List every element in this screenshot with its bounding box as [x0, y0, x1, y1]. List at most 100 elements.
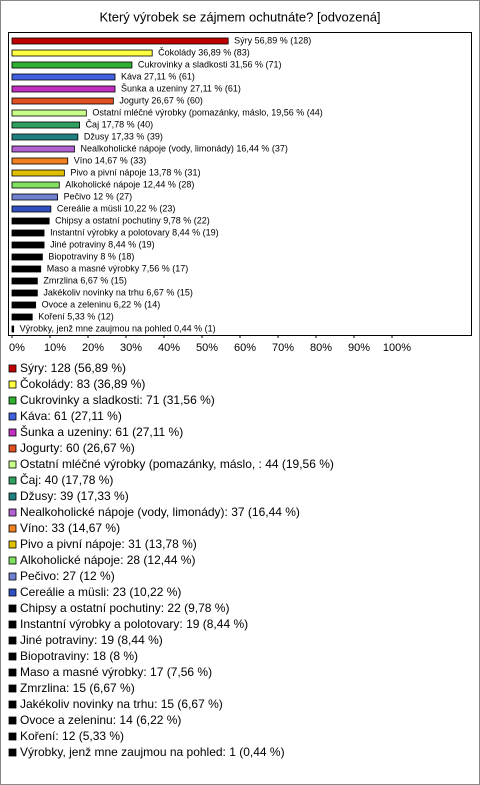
legend-swatch	[8, 732, 17, 741]
legend-swatch	[8, 412, 17, 421]
legend-label: Cukrovinky a sladkosti: 71 (31,56 %)	[20, 393, 215, 407]
legend-label: Káva: 61 (27,11 %)	[20, 409, 122, 423]
bar-label: Ostatní mléčné výrobky (pomazánky, máslo…	[92, 107, 322, 117]
bar	[11, 73, 116, 81]
bar	[11, 169, 65, 177]
x-tick-label: 20%	[82, 342, 104, 354]
legend-swatch	[8, 444, 17, 453]
bar	[11, 289, 38, 297]
bar-label: Jogurty 26,67 % (60)	[119, 95, 203, 105]
bar	[11, 145, 75, 153]
legend-swatch	[8, 684, 17, 693]
legend-swatch	[8, 620, 17, 629]
bar	[11, 49, 153, 57]
bar	[11, 157, 69, 165]
legend-swatch	[8, 492, 17, 501]
legend-swatch	[8, 524, 17, 533]
legend-label: Ovoce a zeleninu: 14 (6,22 %)	[20, 713, 181, 727]
legend-swatch	[8, 428, 17, 437]
legend-label: Džusy: 39 (17,33 %)	[20, 489, 129, 503]
legend-swatch	[8, 556, 17, 565]
legend-label: Čaj: 40 (17,78 %)	[20, 472, 113, 487]
bar-label: Cereálie a müsli 10,22 % (23)	[57, 203, 176, 213]
legend-label: Cereálie a müsli: 23 (10,22 %)	[20, 585, 181, 599]
bar-label: Džusy 17,33 % (39)	[84, 131, 163, 141]
bar-label: Koření 5,33 % (12)	[38, 311, 114, 321]
bar	[11, 325, 15, 333]
legend-label: Čokolády: 83 (36,89 %)	[20, 376, 145, 391]
bar	[11, 85, 116, 93]
legend-label: Biopotraviny: 18 (8 %)	[20, 649, 138, 663]
bar-label: Jiné potraviny 8,44 % (19)	[50, 239, 155, 249]
bar	[11, 37, 229, 45]
bar-label: Jakékoliv novinky na trhu 6,67 % (15)	[43, 287, 193, 297]
legend-label: Výrobky, jenž mne zaujmou na pohled: 1 (…	[20, 745, 285, 759]
legend-swatch	[8, 748, 17, 757]
bar-label: Víno 14,67 % (33)	[74, 155, 147, 165]
bar-label: Čokolády 36,89 % (83)	[158, 47, 250, 57]
bar-label: Instantní výrobky a polotovary 8,44 % (1…	[50, 227, 219, 237]
legend-label: Maso a masné výrobky: 17 (7,56 %)	[20, 665, 212, 679]
legend-swatch	[8, 588, 17, 597]
legend-label: Nealkoholické nápoje (vody, limonády): 3…	[20, 505, 300, 519]
bar	[11, 253, 43, 261]
bar-label: Alkoholické nápoje 12,44 % (28)	[65, 179, 194, 189]
legend-label: Víno: 33 (14,67 %)	[20, 521, 120, 535]
bar	[11, 313, 33, 321]
bar	[11, 109, 87, 117]
bar-label: Pečivo 12 % (27)	[64, 191, 133, 201]
legend-swatch	[8, 716, 17, 725]
bar	[11, 229, 45, 237]
x-tick-label: 40%	[158, 342, 180, 354]
bar-label: Výrobky, jenž mne zaujmou na pohled 0,44…	[20, 323, 216, 333]
legend-label: Jogurty: 60 (26,67 %)	[20, 441, 135, 455]
legend-label: Pivo a pivní nápoje: 31 (13,78 %)	[20, 537, 197, 551]
bar-label: Nealkoholické nápoje (vody, limonády) 16…	[80, 143, 287, 153]
x-tick-label: 60%	[234, 342, 256, 354]
bar	[11, 181, 60, 189]
bar-label: Šunka a uzeniny 27,11 % (61)	[121, 83, 241, 93]
legend-swatch	[8, 700, 17, 709]
legend-label: Instantní výrobky a polotovary: 19 (8,44…	[20, 617, 248, 631]
x-tick-label: 70%	[272, 342, 294, 354]
bar-label: Sýry 56,89 % (128)	[234, 35, 311, 45]
bar	[11, 241, 45, 249]
bar-label: Cukrovinky a sladkosti 31,56 % (71)	[138, 59, 282, 69]
legend-label: Šunka a uzeniny: 61 (27,11 %)	[20, 424, 183, 439]
bar-label: Maso a masné výrobky 7,56 % (17)	[47, 263, 189, 273]
legend-swatch	[8, 460, 17, 469]
bar	[11, 217, 50, 225]
legend-swatch	[8, 380, 17, 389]
x-tick-label: 0%	[9, 342, 25, 354]
bar-label: Biopotraviny 8 % (18)	[48, 251, 134, 261]
legend-label: Pečivo: 27 (12 %)	[20, 569, 115, 583]
x-tick-label: 10%	[44, 342, 66, 354]
bar	[11, 265, 42, 273]
legend-swatch	[8, 652, 17, 661]
x-tick-label: 90%	[348, 342, 370, 354]
legend-label: Alkoholické nápoje: 28 (12,44 %)	[20, 553, 195, 567]
bar	[11, 133, 79, 141]
bar-label: Ovoce a zeleninu 6,22 % (14)	[42, 299, 161, 309]
bar-label: Chipsy a ostatní pochutiny 9,78 % (22)	[55, 215, 210, 225]
legend-label: Chipsy a ostatní pochutiny: 22 (9,78 %)	[20, 601, 229, 615]
legend-swatch	[8, 668, 17, 677]
legend-label: Jakékoliv novinky na trhu: 15 (6,67 %)	[20, 697, 223, 711]
legend-swatch	[8, 508, 17, 517]
legend-swatch	[8, 396, 17, 405]
legend-label: Ostatní mléčné výrobky (pomazánky, máslo…	[20, 457, 334, 471]
legend-swatch	[8, 572, 17, 581]
bar	[11, 97, 114, 105]
legend-swatch	[8, 476, 17, 485]
legend-swatch	[8, 364, 17, 373]
bar-label: Zmrzlina 6,67 % (15)	[43, 275, 127, 285]
x-tick-label: 50%	[196, 342, 218, 354]
bar	[11, 61, 133, 69]
x-tick-label: 80%	[310, 342, 332, 354]
legend-label: Zmrzlina: 15 (6,67 %)	[20, 681, 135, 695]
bar	[11, 205, 52, 213]
legend-label: Koření: 12 (5,33 %)	[20, 729, 124, 743]
legend-label: Jiné potraviny: 19 (8,44 %)	[20, 633, 163, 647]
